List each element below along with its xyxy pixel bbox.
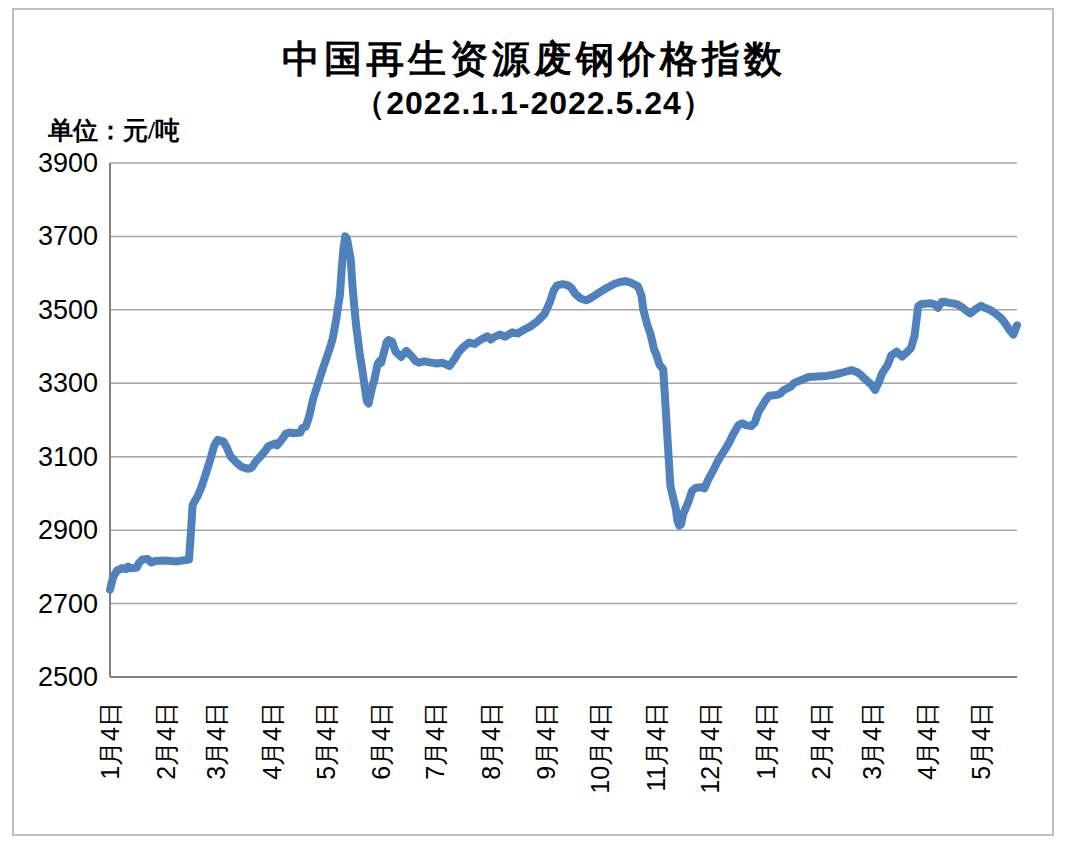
x-axis-label: 5月4日 [967,702,995,780]
x-axis-label: 6月4日 [367,702,395,780]
x-axis-label: 4月4日 [913,702,941,780]
x-axis-label: 1月4日 [96,702,124,780]
x-axis-label: 5月4日 [312,702,340,780]
x-axis-label: 12月4日 [696,702,724,794]
price-index-line-chart: 2500 2700 2900 3100 3300 3500 3700 3900 1月4日 2月4日… [0,0,1080,845]
x-axis-label: 11月4日 [642,702,670,792]
y-axis-label: 3500 [38,295,98,325]
chart-canvas: 中国再生资源废钢价格指数 （2022.1.1-2022.5.24） 单位：元/吨… [0,0,1080,845]
y-axis-label: 3700 [38,221,98,251]
x-axis-label: 2月4日 [152,702,180,780]
x-axis-label: 4月4日 [258,702,286,780]
y-axis-label: 2900 [38,515,98,545]
y-axis-label: 2700 [38,589,98,619]
x-axis-label: 7月4日 [421,702,449,780]
y-axis-label: 3300 [38,368,98,398]
x-axis-label: 10月4日 [586,702,614,794]
x-axis-label: 3月4日 [858,702,886,780]
x-axis-label: 3月4日 [202,702,230,780]
x-axis-label: 2月4日 [807,702,835,780]
y-axis-label: 2500 [38,662,98,692]
price-index-line [110,236,1017,589]
y-axis-label: 3100 [38,442,98,472]
x-axis-label: 1月4日 [752,702,780,780]
x-axis-label: 8月4日 [477,702,505,780]
y-axis-label: 3900 [38,148,98,178]
x-axis-label: 9月4日 [532,702,560,780]
